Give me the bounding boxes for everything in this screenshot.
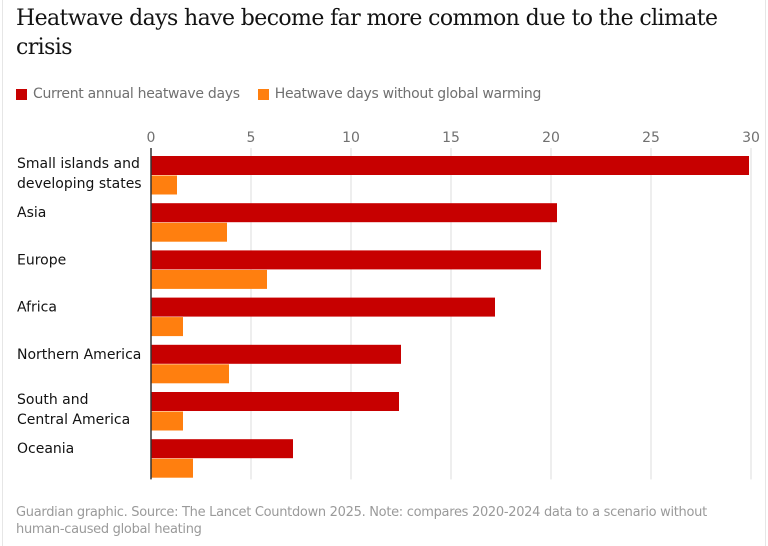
bar-without-warming [151, 458, 193, 478]
category-label: Northern America [17, 347, 141, 363]
chart-title: Heatwave days have become far more commo… [16, 6, 718, 60]
bar-current [151, 344, 401, 364]
category-label-line: developing states [17, 176, 142, 192]
category-label: Asia [17, 205, 46, 221]
x-tick-label: 0 [147, 130, 156, 146]
x-tick-label: 10 [342, 130, 360, 146]
category-label-line: Northern America [17, 347, 141, 363]
legend-swatch-current [16, 88, 27, 100]
category-label-line: Europe [17, 252, 66, 268]
legend-item-current: Current annual heatwave days [16, 86, 240, 102]
legend-label-without-warming: Heatwave days without global warming [274, 86, 542, 102]
bars [151, 156, 749, 478]
bar-without-warming [151, 411, 183, 431]
category-label: Oceania [17, 441, 74, 457]
category-label-line: Small islands and [17, 156, 140, 172]
bar-current [151, 250, 541, 270]
category-labels: Small islands and developing states Asia Eu… [17, 156, 142, 457]
legend: Current annual heatwave days Heatwave da… [16, 86, 559, 102]
x-tick-label: 5 [247, 130, 256, 146]
x-tick-label: 20 [542, 130, 560, 146]
x-tick-labels: 0 5 10 15 20 25 30 [147, 130, 760, 146]
category-label-line: Central America [17, 412, 130, 428]
x-tick-label: 15 [442, 130, 460, 146]
bar-current [151, 392, 399, 411]
category-label: Africa [17, 300, 57, 316]
category-label: Europe [17, 252, 66, 268]
bar-chart: 0 5 10 15 20 25 30 Small islands and developing… [17, 130, 760, 480]
category-label-line: South and [17, 392, 88, 408]
category-label: South and Central America [17, 392, 130, 428]
bar-without-warming [151, 317, 183, 337]
bar-current [151, 439, 293, 459]
bar-without-warming [151, 269, 267, 289]
legend-label-current: Current annual heatwave days [33, 86, 240, 102]
category-label-line: Africa [17, 300, 57, 316]
bar-without-warming [151, 175, 177, 195]
legend-swatch-without-warming [257, 88, 269, 100]
source-note: Guardian graphic. Source: The Lancet Cou… [16, 505, 707, 537]
x-tick-label: 25 [642, 130, 660, 146]
bar-current [151, 297, 495, 317]
legend-item-without-warming: Heatwave days without global warming [257, 86, 542, 102]
category-label-line: Oceania [17, 441, 74, 457]
category-label: Small islands and developing states [17, 156, 142, 192]
bar-without-warming [151, 222, 227, 242]
bar-current [151, 156, 749, 175]
x-tick-label: 30 [742, 130, 760, 146]
bar-current [151, 203, 557, 223]
bar-without-warming [151, 364, 229, 384]
category-label-line: Asia [17, 205, 46, 221]
